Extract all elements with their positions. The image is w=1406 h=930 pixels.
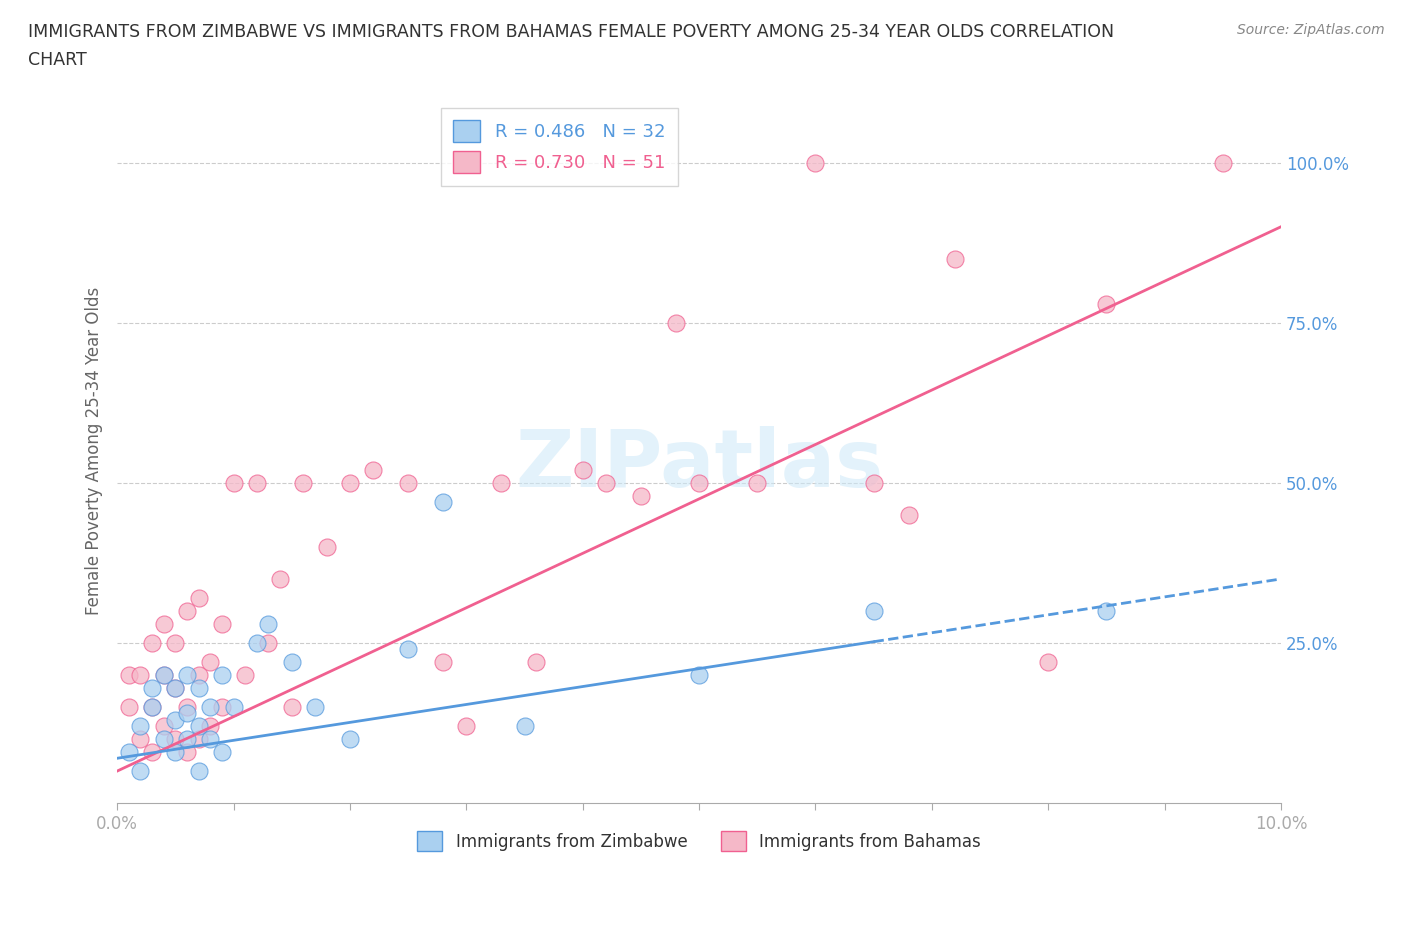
Point: [211, 668, 233, 683]
Point: [152, 719, 174, 734]
Point: [176, 604, 198, 618]
Point: [432, 495, 454, 510]
Point: [211, 744, 233, 759]
Point: [152, 668, 174, 683]
Point: [152, 617, 174, 631]
Point: [200, 655, 222, 670]
Point: [141, 635, 163, 650]
Point: [222, 475, 245, 490]
Point: [257, 617, 280, 631]
Point: [257, 635, 280, 650]
Point: [281, 655, 304, 670]
Point: [862, 604, 884, 618]
Point: [246, 635, 269, 650]
Point: [187, 764, 209, 778]
Point: [200, 719, 222, 734]
Point: [361, 462, 384, 477]
Point: [176, 706, 198, 721]
Point: [281, 699, 304, 714]
Point: [118, 668, 141, 683]
Point: [315, 539, 337, 554]
Point: [524, 655, 547, 670]
Text: IMMIGRANTS FROM ZIMBABWE VS IMMIGRANTS FROM BAHAMAS FEMALE POVERTY AMONG 25-34 Y: IMMIGRANTS FROM ZIMBABWE VS IMMIGRANTS F…: [28, 23, 1114, 41]
Point: [396, 475, 419, 490]
Point: [571, 462, 593, 477]
Point: [176, 699, 198, 714]
Point: [292, 475, 315, 490]
Point: [943, 251, 966, 266]
Point: [141, 699, 163, 714]
Point: [200, 699, 222, 714]
Point: [187, 681, 209, 696]
Point: [165, 732, 187, 747]
Text: CHART: CHART: [28, 51, 87, 69]
Point: [804, 155, 827, 170]
Point: [747, 475, 769, 490]
Point: [456, 719, 478, 734]
Point: [152, 668, 174, 683]
Point: [176, 732, 198, 747]
Point: [233, 668, 256, 683]
Point: [129, 668, 152, 683]
Point: [165, 681, 187, 696]
Point: [187, 591, 209, 605]
Point: [897, 508, 920, 523]
Legend: Immigrants from Zimbabwe, Immigrants from Bahamas: Immigrants from Zimbabwe, Immigrants fro…: [411, 825, 987, 858]
Point: [304, 699, 326, 714]
Point: [152, 732, 174, 747]
Point: [187, 719, 209, 734]
Point: [141, 744, 163, 759]
Point: [595, 475, 617, 490]
Point: [1095, 604, 1118, 618]
Point: [1212, 155, 1234, 170]
Point: [129, 732, 152, 747]
Point: [246, 475, 269, 490]
Text: ZIPatlas: ZIPatlas: [515, 426, 883, 504]
Point: [176, 668, 198, 683]
Point: [269, 572, 291, 587]
Point: [862, 475, 884, 490]
Point: [432, 655, 454, 670]
Point: [688, 475, 710, 490]
Point: [165, 744, 187, 759]
Point: [187, 668, 209, 683]
Point: [489, 475, 512, 490]
Point: [176, 744, 198, 759]
Point: [665, 315, 688, 330]
Point: [129, 764, 152, 778]
Point: [222, 699, 245, 714]
Point: [187, 732, 209, 747]
Point: [141, 699, 163, 714]
Point: [339, 732, 361, 747]
Text: Source: ZipAtlas.com: Source: ZipAtlas.com: [1237, 23, 1385, 37]
Point: [141, 681, 163, 696]
Point: [118, 744, 141, 759]
Point: [513, 719, 536, 734]
Point: [1038, 655, 1060, 670]
Point: [118, 699, 141, 714]
Point: [211, 699, 233, 714]
Point: [165, 681, 187, 696]
Y-axis label: Female Poverty Among 25-34 Year Olds: Female Poverty Among 25-34 Year Olds: [86, 286, 103, 615]
Point: [396, 642, 419, 657]
Point: [211, 617, 233, 631]
Point: [630, 488, 652, 503]
Point: [339, 475, 361, 490]
Point: [129, 719, 152, 734]
Point: [165, 712, 187, 727]
Point: [165, 635, 187, 650]
Point: [1095, 296, 1118, 311]
Point: [200, 732, 222, 747]
Point: [688, 668, 710, 683]
